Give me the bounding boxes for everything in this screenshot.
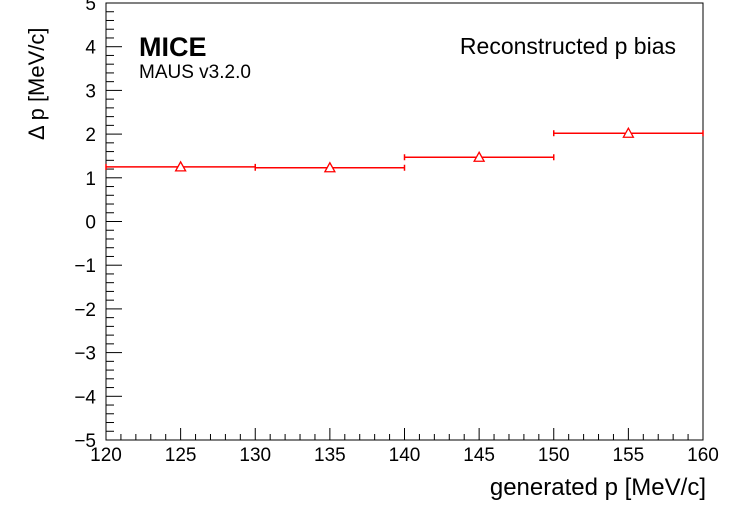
x-axis: 120 125 130 135 140 145 150 155 160 bbox=[90, 428, 719, 466]
y-tick-label: 3 bbox=[85, 81, 96, 102]
x-tick-label: 120 bbox=[90, 445, 122, 466]
data-point-marker bbox=[622, 126, 635, 138]
x-tick-label: 150 bbox=[538, 445, 570, 466]
y-tick-label: 2 bbox=[85, 125, 96, 146]
y-tick-label: 0 bbox=[85, 213, 96, 234]
data-point-marker bbox=[323, 161, 336, 173]
x-tick-label: 145 bbox=[463, 445, 495, 466]
y-tick-label: −2 bbox=[74, 300, 96, 321]
y-tick-label: −1 bbox=[74, 256, 96, 277]
x-tick-label: 135 bbox=[314, 445, 346, 466]
y-tick-label: 1 bbox=[85, 169, 96, 190]
x-axis-label: generated p [MeV/c] bbox=[490, 474, 706, 501]
x-tick-label: 125 bbox=[165, 445, 197, 466]
y-tick-label: −4 bbox=[74, 387, 96, 408]
data-point-marker bbox=[174, 160, 187, 172]
x-tick-label: 155 bbox=[613, 445, 645, 466]
experiment-label: MICE bbox=[139, 32, 207, 62]
chart-title: Reconstructed p bias bbox=[460, 33, 676, 59]
x-tick-label: 130 bbox=[239, 445, 271, 466]
y-axis: −5 −4 −3 −2 −1 0 1 2 3 4 5 bbox=[74, 0, 122, 452]
x-tick-label: 140 bbox=[389, 445, 421, 466]
y-tick-label: −3 bbox=[74, 344, 96, 365]
data-series bbox=[105, 126, 704, 173]
y-tick-label: −5 bbox=[74, 431, 96, 452]
data-point-marker bbox=[473, 150, 486, 162]
y-tick-label: 4 bbox=[85, 38, 96, 59]
x-tick-label: 160 bbox=[687, 445, 719, 466]
y-axis-label: Δ p [MeV/c] bbox=[24, 27, 49, 140]
software-version-label: MAUS v3.2.0 bbox=[139, 62, 251, 83]
y-tick-label: 5 bbox=[85, 0, 96, 15]
